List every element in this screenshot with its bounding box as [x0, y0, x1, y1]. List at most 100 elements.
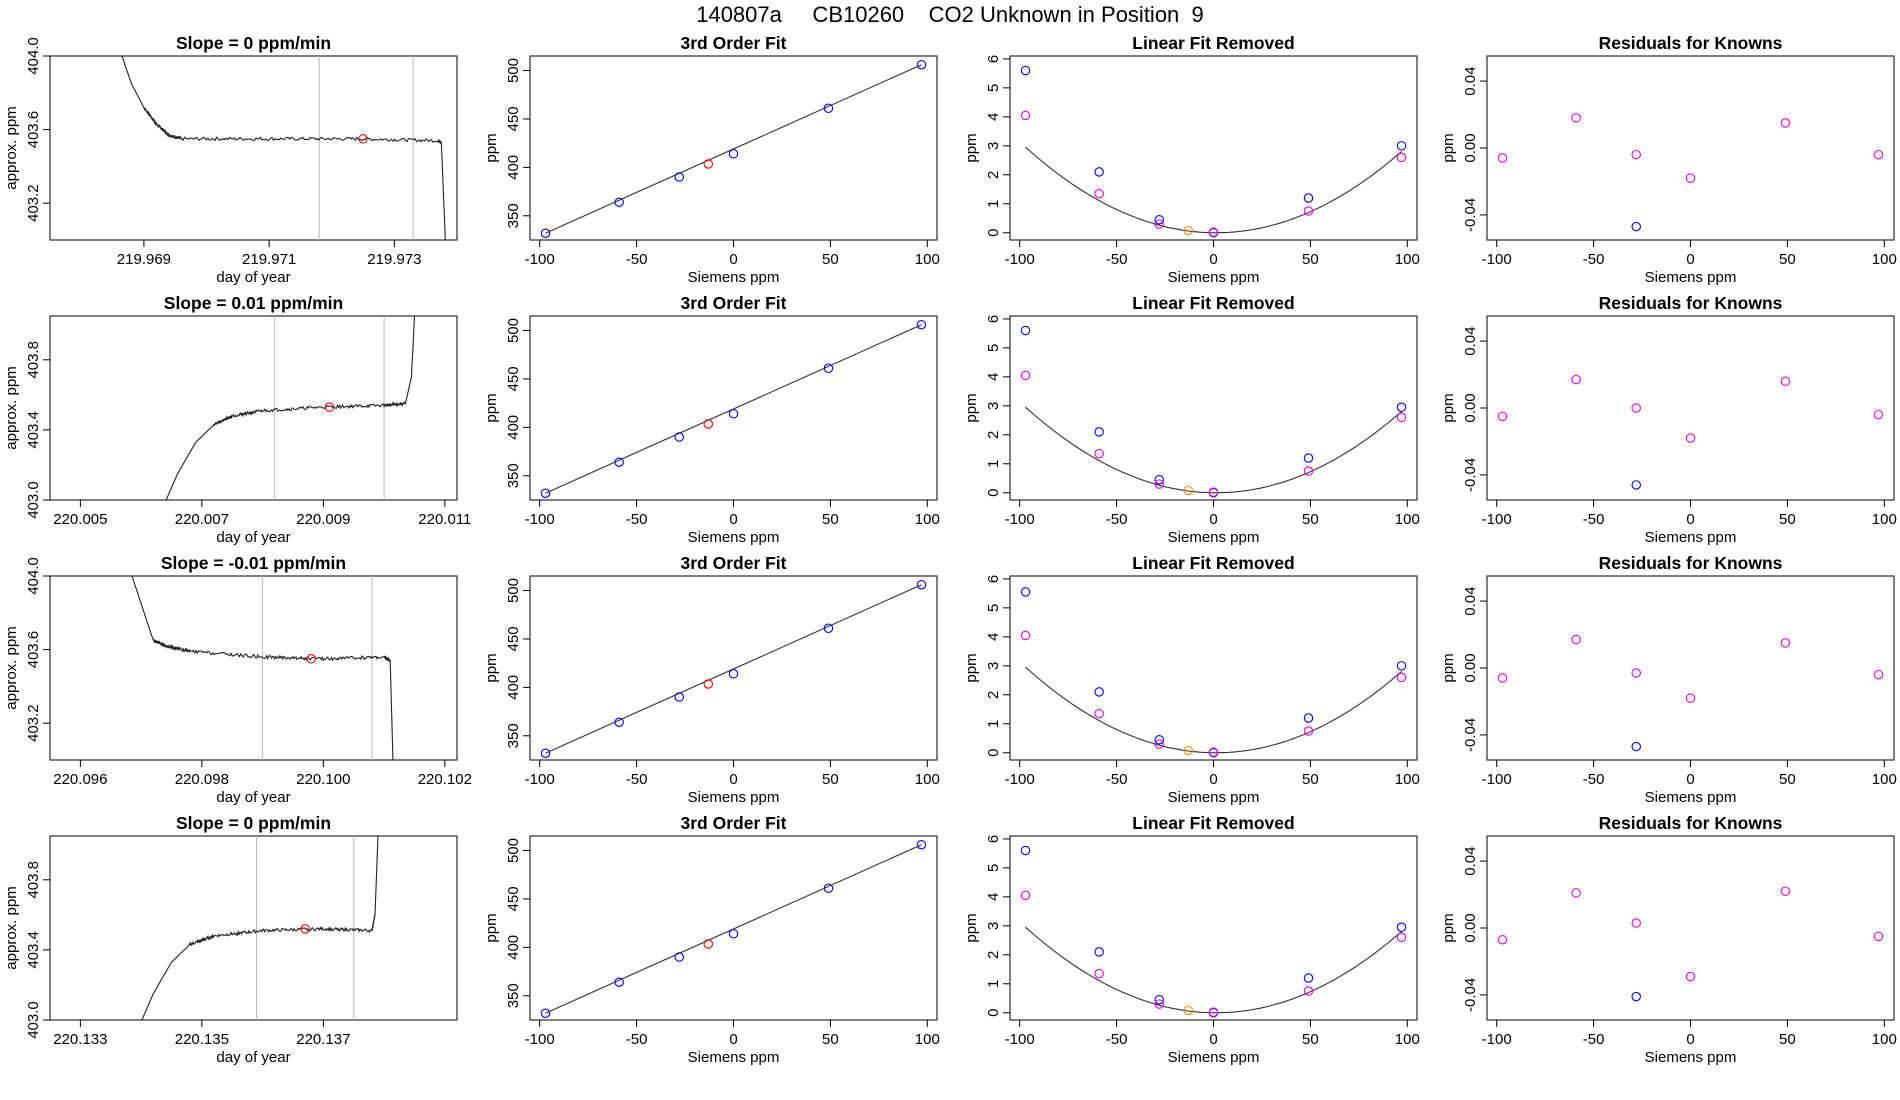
- fit-r3-fit-line: [545, 584, 922, 754]
- linear-r2-known-point: [1396, 402, 1407, 413]
- trace-r3-frame: [49, 575, 458, 761]
- linear-r4-calc-point: [1396, 932, 1407, 943]
- fit-r1-ytick-label: 500: [505, 58, 522, 83]
- fit-r1-unknown-point: [703, 159, 714, 169]
- linear-r3-unknown-point: [1183, 745, 1194, 756]
- resid-r1-frame: [1486, 55, 1895, 241]
- fit-r2-fit-line: [545, 324, 922, 494]
- fit-r1-ytick-label: 350: [505, 203, 522, 228]
- resid-r1-residual-point: [1685, 173, 1696, 183]
- resid-r1-xtick-label: 100: [1872, 251, 1897, 268]
- linear-r3-xtick-label: -50: [1106, 771, 1128, 788]
- resid-r4-ylabel: ppm: [1440, 913, 1457, 942]
- linear-r2-known-point: [1154, 474, 1164, 485]
- linear-r1-known-point: [1094, 167, 1104, 177]
- linear-r4-title: Linear Fit Removed: [1132, 813, 1294, 833]
- trace-r2-xtick-label: 220.007: [175, 511, 229, 528]
- fit-r4-ytick-label: 450: [505, 886, 522, 911]
- resid-r2-title: Residuals for Knowns: [1599, 293, 1783, 313]
- trace-r1-ytick-label: 403.2: [25, 184, 42, 222]
- linear-r4-calc-point: [1020, 890, 1031, 901]
- resid-r3-residual-point: [1685, 693, 1696, 703]
- trace-r2-title: Slope = 0.01 ppm/min: [164, 293, 343, 313]
- trace-r3-ytick-label: 404.0: [25, 557, 42, 595]
- linear-r1-xtick-label: 100: [1395, 251, 1420, 268]
- fit-r1-xtick-label: -50: [626, 251, 648, 268]
- linear-r2-known-point: [1094, 427, 1104, 437]
- fit-r3-xtick-label: 50: [822, 771, 839, 788]
- linear-r4-xtick-label: 100: [1395, 1031, 1420, 1048]
- resid-r2-frame: [1486, 315, 1895, 501]
- fit-r2-known-point: [823, 363, 834, 374]
- trace-r4-ytick-label: 403.0: [25, 1001, 42, 1039]
- fit-r2-xtick-label: 50: [822, 511, 839, 528]
- resid-r2-xtick-label: 50: [1779, 511, 1796, 528]
- resid-r3-ylabel: ppm: [1440, 653, 1457, 682]
- fit-r4-known-point: [540, 1008, 551, 1018]
- trace-r1-ylabel: approx. ppm: [3, 106, 20, 189]
- fit-r4-xtick-label: -100: [525, 1031, 555, 1048]
- fit-r2-known-point: [916, 319, 927, 330]
- trace-r4-xlabel: day of year: [216, 1049, 290, 1066]
- linear-r1-known-point: [1303, 193, 1314, 203]
- fit-r4-xtick-label: 50: [822, 1031, 839, 1048]
- resid-r1-xlabel: Siemens ppm: [1645, 269, 1737, 286]
- fit-r1-fit-line: [545, 64, 922, 234]
- linear-r2-unknown-point: [1183, 485, 1194, 496]
- resid-r3-ytick-label: 0.00: [1462, 653, 1479, 682]
- fit-r4-known-point: [674, 952, 684, 962]
- resid-r2-ytick-label: -0.04: [1462, 458, 1479, 492]
- linear-r3-xtick-label: 0: [1209, 771, 1217, 788]
- linear-r1-ytick-label: 2: [985, 171, 1002, 179]
- fit-r3-known-point: [614, 717, 624, 727]
- resid-r3-xtick-label: -100: [1482, 771, 1512, 788]
- fit-r4-ytick-label: 500: [505, 838, 522, 863]
- resid-r1-xtick-label: 50: [1779, 251, 1796, 268]
- linear-r4-ytick-label: 4: [985, 893, 1002, 901]
- trace-r4-ylabel: approx. ppm: [3, 886, 20, 969]
- trace-r3-mean-point: [306, 654, 316, 664]
- linear-r2-calc-point: [1020, 370, 1031, 381]
- fit-r4-unknown-point: [703, 939, 714, 949]
- resid-r2-residual-point: [1685, 433, 1696, 443]
- linear-r1-calc-point: [1396, 152, 1407, 163]
- resid-r2-residual-point: [1571, 374, 1581, 385]
- trace-r3-xtick-label: 220.096: [53, 771, 107, 788]
- fit-r2-xtick-label: -100: [525, 511, 555, 528]
- linear-r1-calc-point: [1303, 206, 1314, 216]
- resid-r4-residual-point: [1780, 886, 1791, 896]
- resid-r3-xtick-label: 100: [1872, 771, 1897, 788]
- fit-r3-known-point: [823, 623, 834, 634]
- fit-r1-xtick-label: -100: [525, 251, 555, 268]
- resid-r4-frame: [1486, 835, 1895, 1021]
- fit-r4-fit-line: [545, 844, 922, 1014]
- linear-r1-ytick-label: 4: [985, 113, 1002, 121]
- fit-r1-known-point: [614, 197, 624, 207]
- linear-r1-frame: [1009, 55, 1418, 241]
- trace-r1-title: Slope = 0 ppm/min: [176, 33, 331, 53]
- linear-r3-calc-point: [1020, 630, 1031, 641]
- fit-r2-ylabel: ppm: [483, 393, 500, 422]
- fit-r4-known-point: [614, 977, 624, 987]
- trace-r4-frame: [49, 835, 458, 1021]
- trace-r1-ytick-label: 404.0: [25, 37, 42, 75]
- fit-r3-known-point: [674, 692, 684, 702]
- trace-r2-mean-point: [324, 402, 335, 412]
- linear-r3-xlabel: Siemens ppm: [1168, 789, 1260, 806]
- resid-r4-residual-point: [1873, 931, 1884, 942]
- resid-r3-residual-point: [1873, 669, 1884, 680]
- fit-r2-unknown-point: [703, 419, 714, 429]
- fit-r1-ylabel: ppm: [483, 133, 500, 162]
- trace-r2-xtick-label: 220.005: [53, 511, 107, 528]
- linear-r4-known-point: [1154, 994, 1164, 1005]
- fit-r3-known-point: [916, 579, 927, 590]
- fit-r2-ytick-label: 400: [505, 415, 522, 440]
- trace-r4-ytick-label: 403.4: [25, 931, 42, 969]
- resid-r3-title: Residuals for Knowns: [1599, 553, 1783, 573]
- resid-r1-xtick-label: -50: [1583, 251, 1605, 268]
- resid-r1-ytick-label: 0.04: [1462, 66, 1479, 95]
- linear-r2-xtick-label: 100: [1395, 511, 1420, 528]
- trace-r2-xtick-label: 220.009: [296, 511, 350, 528]
- resid-r2-known-residual-point: [1631, 480, 1641, 490]
- fit-r3-ytick-label: 400: [505, 675, 522, 700]
